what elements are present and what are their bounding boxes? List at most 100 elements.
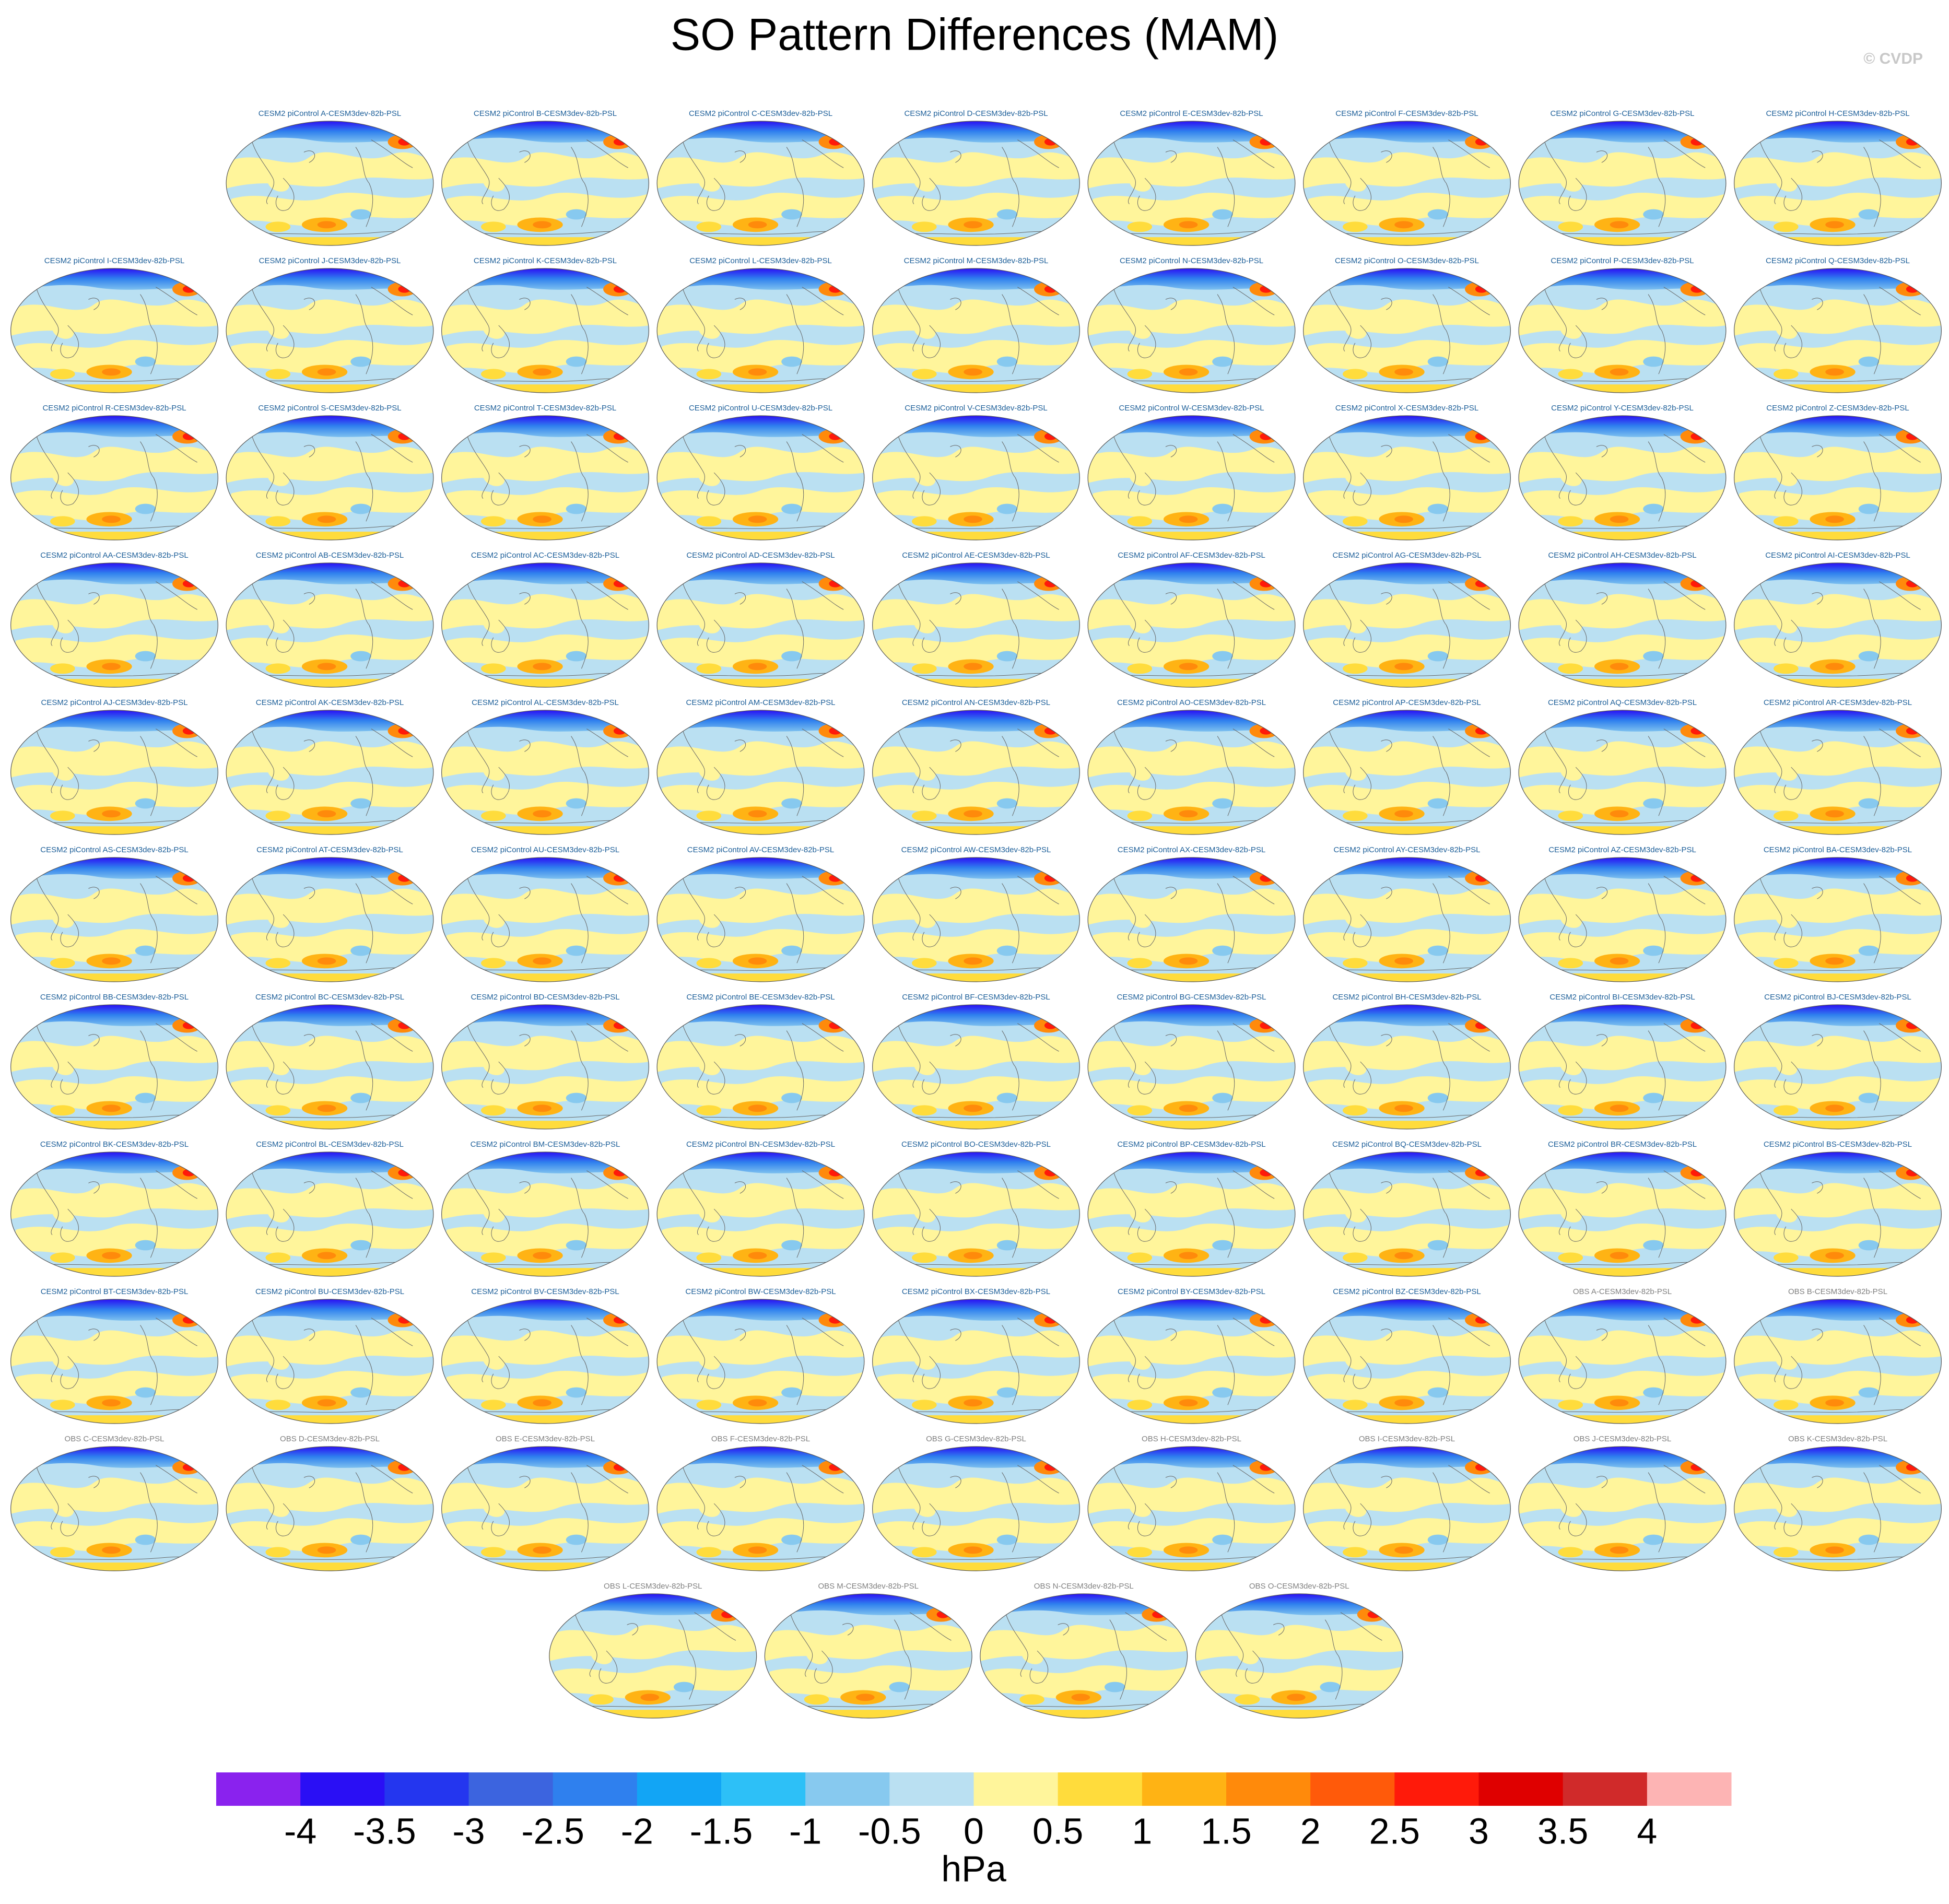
colorbar-tick-label: -3.5: [353, 1811, 416, 1851]
map-panel: CESM2 piControl BQ-CESM3dev-82b-PSL: [1304, 1140, 1511, 1278]
map: [1304, 1005, 1511, 1131]
map: [657, 416, 864, 542]
panel-title: CESM2 piControl BF-CESM3dev-82b-PSL: [902, 993, 1050, 1002]
map: [657, 857, 864, 984]
colorbar-tick-label: -2.5: [521, 1811, 584, 1851]
map: [873, 1152, 1080, 1278]
map-panel: CESM2 piControl AC-CESM3dev-82b-PSL: [442, 551, 649, 689]
map: [657, 121, 864, 248]
map-panel: CESM2 piControl AS-CESM3dev-82b-PSL: [11, 845, 218, 984]
map: [1304, 710, 1511, 837]
panel-title: CESM2 piControl BV-CESM3dev-82b-PSL: [471, 1287, 619, 1296]
map: [1088, 416, 1295, 542]
map: [1734, 710, 1942, 837]
panel-title: CESM2 piControl U-CESM3dev-82b-PSL: [689, 404, 832, 413]
panel-title: CESM2 piControl AH-CESM3dev-82b-PSL: [1548, 551, 1696, 560]
map-panel: CESM2 piControl AV-CESM3dev-82b-PSL: [657, 845, 864, 984]
panel-title: OBS H-CESM3dev-82b-PSL: [1142, 1435, 1241, 1443]
colorbar-swatch: [805, 1772, 890, 1806]
map: [226, 710, 433, 837]
map-panel: CESM2 piControl AF-CESM3dev-82b-PSL: [1088, 551, 1295, 689]
panel-title: CESM2 piControl AQ-CESM3dev-82b-PSL: [1548, 698, 1697, 707]
map-panel: OBS N-CESM3dev-82b-PSL: [980, 1582, 1188, 1720]
map: [1195, 1594, 1403, 1720]
map: [657, 1299, 864, 1426]
map: [11, 416, 218, 542]
map-panel: OBS O-CESM3dev-82b-PSL: [1195, 1582, 1403, 1720]
map: [226, 1152, 433, 1278]
panel-title: CESM2 piControl J-CESM3dev-82b-PSL: [259, 256, 401, 265]
map: [1519, 857, 1726, 984]
panel-title: CESM2 piControl G-CESM3dev-82b-PSL: [1551, 109, 1695, 118]
colorbar-swatch: [1394, 1772, 1479, 1806]
panel-title: CESM2 piControl BU-CESM3dev-82b-PSL: [255, 1287, 404, 1296]
map: [765, 1594, 972, 1720]
map-panel: CESM2 piControl BI-CESM3dev-82b-PSL: [1519, 993, 1726, 1131]
map: [873, 710, 1080, 837]
map: [226, 1299, 433, 1426]
map-panel: CESM2 piControl L-CESM3dev-82b-PSL: [657, 256, 864, 395]
map: [873, 857, 1080, 984]
map-panel: CESM2 piControl B-CESM3dev-82b-PSL: [442, 109, 649, 248]
map-panel: CESM2 piControl BH-CESM3dev-82b-PSL: [1304, 993, 1511, 1131]
panel-title: CESM2 piControl AE-CESM3dev-82b-PSL: [902, 551, 1050, 560]
map: [1088, 1005, 1295, 1131]
map-panel: CESM2 piControl BZ-CESM3dev-82b-PSL: [1304, 1287, 1511, 1426]
map: [1734, 416, 1942, 542]
panel-title: CESM2 piControl AZ-CESM3dev-82b-PSL: [1548, 845, 1696, 854]
panel-title: CESM2 piControl A-CESM3dev-82b-PSL: [259, 109, 401, 118]
map-panel: CESM2 piControl AP-CESM3dev-82b-PSL: [1304, 698, 1511, 837]
map: [1304, 268, 1511, 395]
panel-title: CESM2 piControl AW-CESM3dev-82b-PSL: [901, 845, 1051, 854]
panel-title: CESM2 piControl AG-CESM3dev-82b-PSL: [1332, 551, 1481, 560]
panel-title: CESM2 piControl AK-CESM3dev-82b-PSL: [256, 698, 404, 707]
map: [442, 1299, 649, 1426]
map-panel: CESM2 piControl R-CESM3dev-82b-PSL: [11, 404, 218, 542]
map-panel: OBS C-CESM3dev-82b-PSL: [11, 1435, 218, 1573]
map: [11, 268, 218, 395]
panel-title: CESM2 piControl BG-CESM3dev-82b-PSL: [1117, 993, 1266, 1002]
map-panel: CESM2 piControl BC-CESM3dev-82b-PSL: [226, 993, 433, 1131]
map: [1734, 857, 1942, 984]
map-panel: CESM2 piControl AI-CESM3dev-82b-PSL: [1734, 551, 1942, 689]
map: [1088, 710, 1295, 837]
panel-title: CESM2 piControl AM-CESM3dev-82b-PSL: [686, 698, 836, 707]
panel-title: CESM2 piControl AL-CESM3dev-82b-PSL: [472, 698, 619, 707]
panel-title: CESM2 piControl F-CESM3dev-82b-PSL: [1335, 109, 1478, 118]
map-panel: CESM2 piControl AU-CESM3dev-82b-PSL: [442, 845, 649, 984]
colorbar: -4 -3.5 -3 -2.5 -2 -1.5 -1 -0.5 0 0.5 1 1.5 2 2.5 3 3.5…: [216, 1772, 1732, 1889]
map-panel: CESM2 piControl BA-CESM3dev-82b-PSL: [1734, 845, 1942, 984]
panel-title: OBS F-CESM3dev-82b-PSL: [711, 1435, 810, 1443]
panel-title: CESM2 piControl AY-CESM3dev-82b-PSL: [1334, 845, 1481, 854]
panel-title: CESM2 piControl M-CESM3dev-82b-PSL: [904, 256, 1049, 265]
map: [1304, 1152, 1511, 1278]
map-panel: CESM2 piControl BF-CESM3dev-82b-PSL: [873, 993, 1080, 1131]
map-panel: CESM2 piControl U-CESM3dev-82b-PSL: [657, 404, 864, 542]
panel-title: CESM2 piControl AR-CESM3dev-82b-PSL: [1764, 698, 1912, 707]
colorbar-swatch: [1478, 1772, 1564, 1806]
map-panel: CESM2 piControl A-CESM3dev-82b-PSL: [226, 109, 433, 248]
map-panel: CESM2 piControl AL-CESM3dev-82b-PSL: [442, 698, 649, 837]
panel-title: CESM2 piControl H-CESM3dev-82b-PSL: [1766, 109, 1909, 118]
panel-title: CESM2 piControl BQ-CESM3dev-82b-PSL: [1332, 1140, 1482, 1149]
map-panel: CESM2 piControl N-CESM3dev-82b-PSL: [1088, 256, 1295, 395]
panel-title: CESM2 piControl BJ-CESM3dev-82b-PSL: [1764, 993, 1911, 1002]
map-panel: CESM2 piControl BP-CESM3dev-82b-PSL: [1088, 1140, 1295, 1278]
map: [1304, 1447, 1511, 1573]
panel-title: CESM2 piControl AS-CESM3dev-82b-PSL: [40, 845, 188, 854]
map-panel: CESM2 piControl AX-CESM3dev-82b-PSL: [1088, 845, 1295, 984]
colorbar-tick-label: 1: [1132, 1811, 1152, 1851]
map: [1519, 268, 1726, 395]
map: [442, 1005, 649, 1131]
map-panel: CESM2 piControl BS-CESM3dev-82b-PSL: [1734, 1140, 1942, 1278]
panel-title: OBS M-CESM3dev-82b-PSL: [818, 1582, 919, 1591]
figure-title: SO Pattern Differences (MAM): [671, 10, 1279, 60]
panel-title: CESM2 piControl V-CESM3dev-82b-PSL: [905, 404, 1047, 413]
colorbar-swatch: [300, 1772, 385, 1806]
panel-title: CESM2 piControl BW-CESM3dev-82b-PSL: [685, 1287, 836, 1296]
map: [657, 1447, 864, 1573]
map: [11, 1447, 218, 1573]
map: [1304, 563, 1511, 689]
map: [11, 1152, 218, 1278]
